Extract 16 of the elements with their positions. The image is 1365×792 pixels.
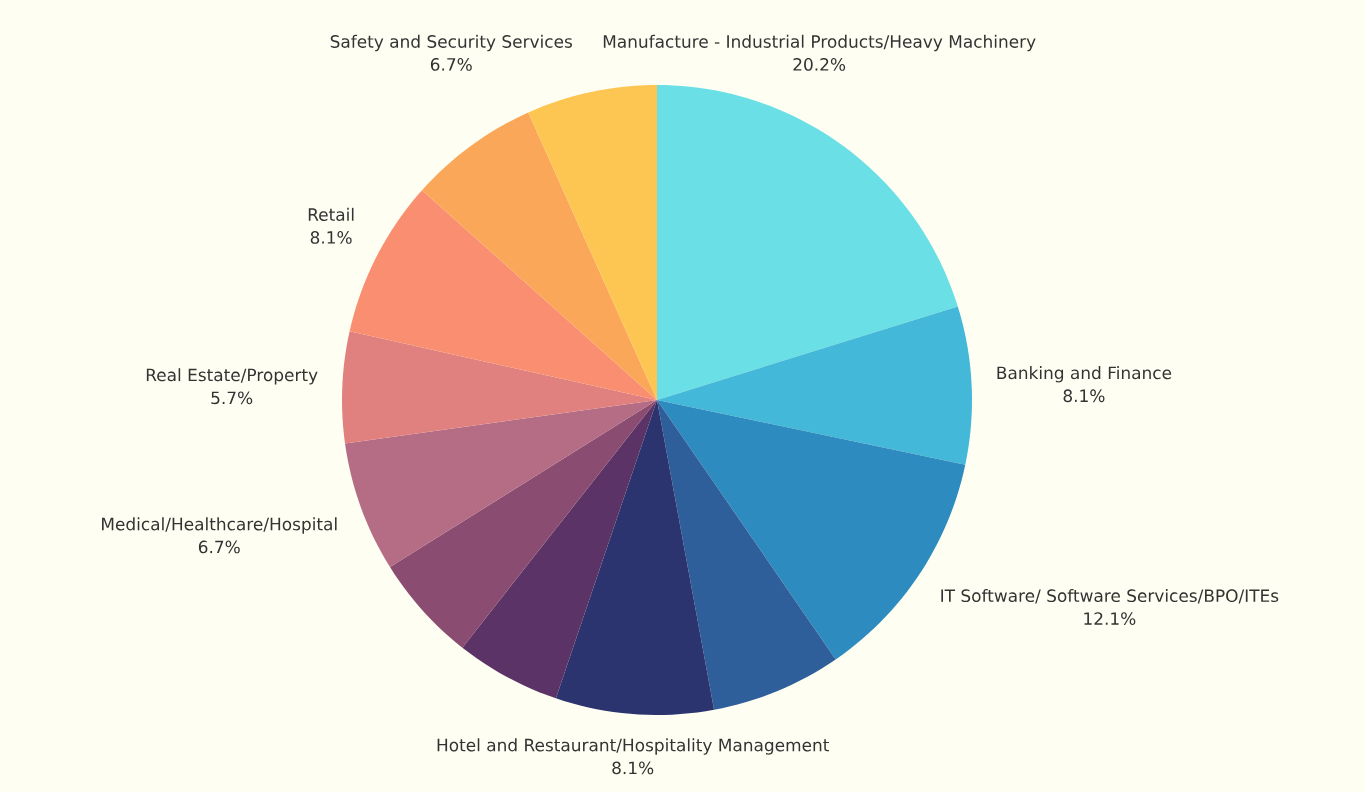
slice-label: IT Software/ Software Services/BPO/ITEs — [941, 588, 1279, 604]
data-label: 5.7% — [211, 391, 253, 405]
slice-label: Hotel and Restaurant/Hospitality Management — [437, 738, 829, 755]
slice-label: Manufacture - Industrial Products/Heavy Machinery — [603, 34, 1036, 52]
data-label: 8.1% — [1063, 389, 1105, 403]
slice-label: Safety and Security Services — [330, 34, 572, 52]
slice-label: Medical/Healthcare/Hospital — [102, 517, 337, 534]
data-label: 6.7% — [198, 540, 240, 554]
slice-label: Real Estate/Property — [146, 368, 318, 385]
data-label: 12.1% — [1084, 612, 1136, 625]
data-label: 20.2% — [793, 57, 846, 71]
data-label: 6.7% — [430, 57, 472, 71]
slice-label: Banking and Finance — [997, 366, 1172, 383]
data-label: 8.1% — [310, 231, 352, 244]
slice-label: Retail — [308, 207, 354, 221]
data-label: 8.1% — [612, 761, 654, 775]
